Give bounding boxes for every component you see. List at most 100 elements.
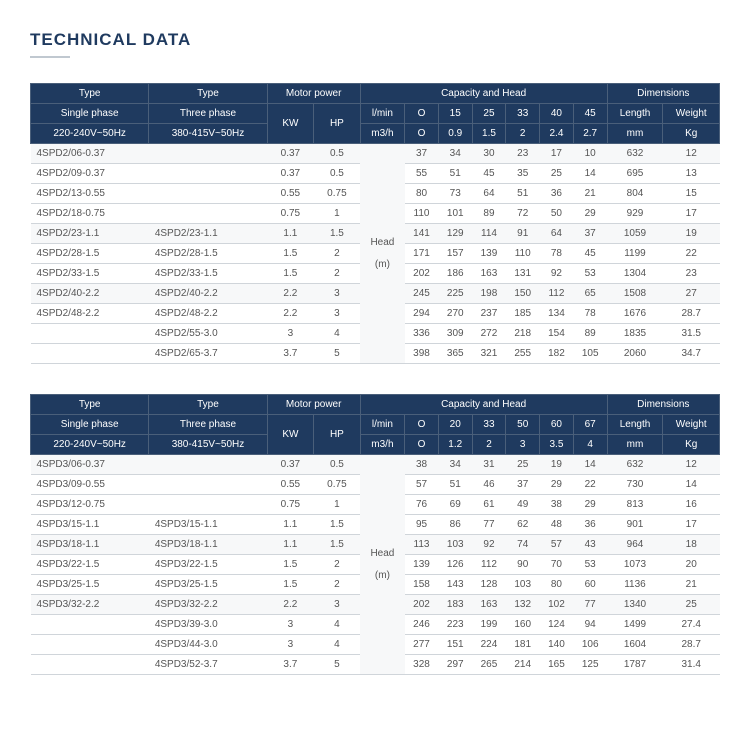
hdr-cap2-col: 2.4: [540, 124, 574, 144]
cell-val: 186: [438, 264, 472, 284]
cell-val: 183: [438, 595, 472, 615]
cell-val: 49: [506, 495, 540, 515]
cell-val: 60: [573, 575, 607, 595]
hdr-m3h: m3/h: [360, 124, 404, 144]
cell-kw: 2.2: [267, 304, 314, 324]
cell-val: 131: [506, 264, 540, 284]
cell-val: 214: [506, 655, 540, 675]
cell-sp: 4SPD3/12-0.75: [31, 495, 149, 515]
cell-tp: [149, 455, 267, 475]
cell-wt: 17: [663, 204, 720, 224]
cell-tp: [149, 475, 267, 495]
cell-val: 336: [405, 324, 439, 344]
hdr-tp: Three phase: [149, 415, 267, 435]
cell-hp: 0.5: [314, 164, 361, 184]
hdr-kg: Kg: [663, 124, 720, 144]
hdr-cap-col: 45: [573, 104, 607, 124]
cell-val: 89: [573, 324, 607, 344]
cell-tp: [149, 204, 267, 224]
cell-tp: 4SPD2/33-1.5: [149, 264, 267, 284]
cell-val: 51: [438, 475, 472, 495]
cell-wt: 17: [663, 515, 720, 535]
cell-len: 632: [607, 144, 663, 164]
hdr-cap2-col: 1.2: [438, 435, 472, 455]
cell-val: 245: [405, 284, 439, 304]
hdr-cap2-col: 2: [506, 124, 540, 144]
cell-tp: 4SPD3/32-2.2: [149, 595, 267, 615]
cell-hp: 3: [314, 595, 361, 615]
cell-wt: 13: [663, 164, 720, 184]
cell-val: 225: [438, 284, 472, 304]
cell-val: 36: [573, 515, 607, 535]
cell-val: 17: [540, 144, 574, 164]
cell-val: 31: [472, 455, 506, 475]
cell-val: 34: [438, 144, 472, 164]
cell-hp: 0.5: [314, 144, 361, 164]
hdr-hp: HP: [314, 104, 361, 144]
cell-sp: 4SPD3/25-1.5: [31, 575, 149, 595]
hdr-dim: Dimensions: [607, 84, 719, 104]
hdr-sp: Single phase: [31, 104, 149, 124]
cell-tp: 4SPD2/48-2.2: [149, 304, 267, 324]
cell-wt: 18: [663, 535, 720, 555]
cell-tp: 4SPD3/18-1.1: [149, 535, 267, 555]
cell-val: 294: [405, 304, 439, 324]
cell-sp: 4SPD3/09-0.55: [31, 475, 149, 495]
cell-wt: 19: [663, 224, 720, 244]
cell-val: 57: [405, 475, 439, 495]
cell-hp: 2: [314, 555, 361, 575]
cell-tp: 4SPD3/15-1.1: [149, 515, 267, 535]
cell-val: 10: [573, 144, 607, 164]
cell-sp: [31, 655, 149, 675]
cell-wt: 25: [663, 595, 720, 615]
cell-sp: 4SPD3/15-1.1: [31, 515, 149, 535]
table-1-head: Type Type Motor power Capacity and Head …: [31, 84, 720, 144]
cell-val: 157: [438, 244, 472, 264]
cell-val: 143: [438, 575, 472, 595]
cell-sp: 4SPD3/22-1.5: [31, 555, 149, 575]
cell-val: 25: [506, 455, 540, 475]
cell-len: 1676: [607, 304, 663, 324]
cell-val: 36: [540, 184, 574, 204]
cell-kw: 0.37: [267, 164, 314, 184]
cell-val: 134: [540, 304, 574, 324]
hdr-cap2-col: 0.9: [438, 124, 472, 144]
cell-len: 1059: [607, 224, 663, 244]
cell-kw: 0.37: [267, 144, 314, 164]
cell-sp: 4SPD2/13-0.55: [31, 184, 149, 204]
cell-hp: 0.75: [314, 184, 361, 204]
cell-val: 270: [438, 304, 472, 324]
cell-val: 90: [506, 555, 540, 575]
cell-val: 51: [438, 164, 472, 184]
cell-kw: 0.75: [267, 204, 314, 224]
cell-hp: 1: [314, 495, 361, 515]
cell-kw: 1.5: [267, 244, 314, 264]
cell-kw: 1.5: [267, 555, 314, 575]
cell-hp: 1.5: [314, 535, 361, 555]
cell-val: 72: [506, 204, 540, 224]
cell-val: 218: [506, 324, 540, 344]
cell-val: 76: [405, 495, 439, 515]
hdr-type: Type: [149, 395, 267, 415]
cell-val: 398: [405, 344, 439, 364]
cell-val: 22: [573, 475, 607, 495]
cell-hp: 5: [314, 655, 361, 675]
cell-kw: 1.5: [267, 264, 314, 284]
cell-val: 150: [506, 284, 540, 304]
cell-val: 45: [472, 164, 506, 184]
hdr-cap2-col: 2.7: [573, 124, 607, 144]
cell-val: 112: [540, 284, 574, 304]
cell-hp: 4: [314, 615, 361, 635]
cell-sp: 4SPD2/06-0.37: [31, 144, 149, 164]
cell-val: 29: [573, 204, 607, 224]
cell-val: 25: [540, 164, 574, 184]
hdr-cap2-col: O: [405, 124, 439, 144]
cell-hp: 1.5: [314, 224, 361, 244]
cell-val: 103: [438, 535, 472, 555]
cell-val: 38: [405, 455, 439, 475]
cell-val: 78: [540, 244, 574, 264]
cell-val: 185: [506, 304, 540, 324]
cell-kw: 3.7: [267, 655, 314, 675]
hdr-len: Length: [607, 415, 663, 435]
cell-val: 151: [438, 635, 472, 655]
